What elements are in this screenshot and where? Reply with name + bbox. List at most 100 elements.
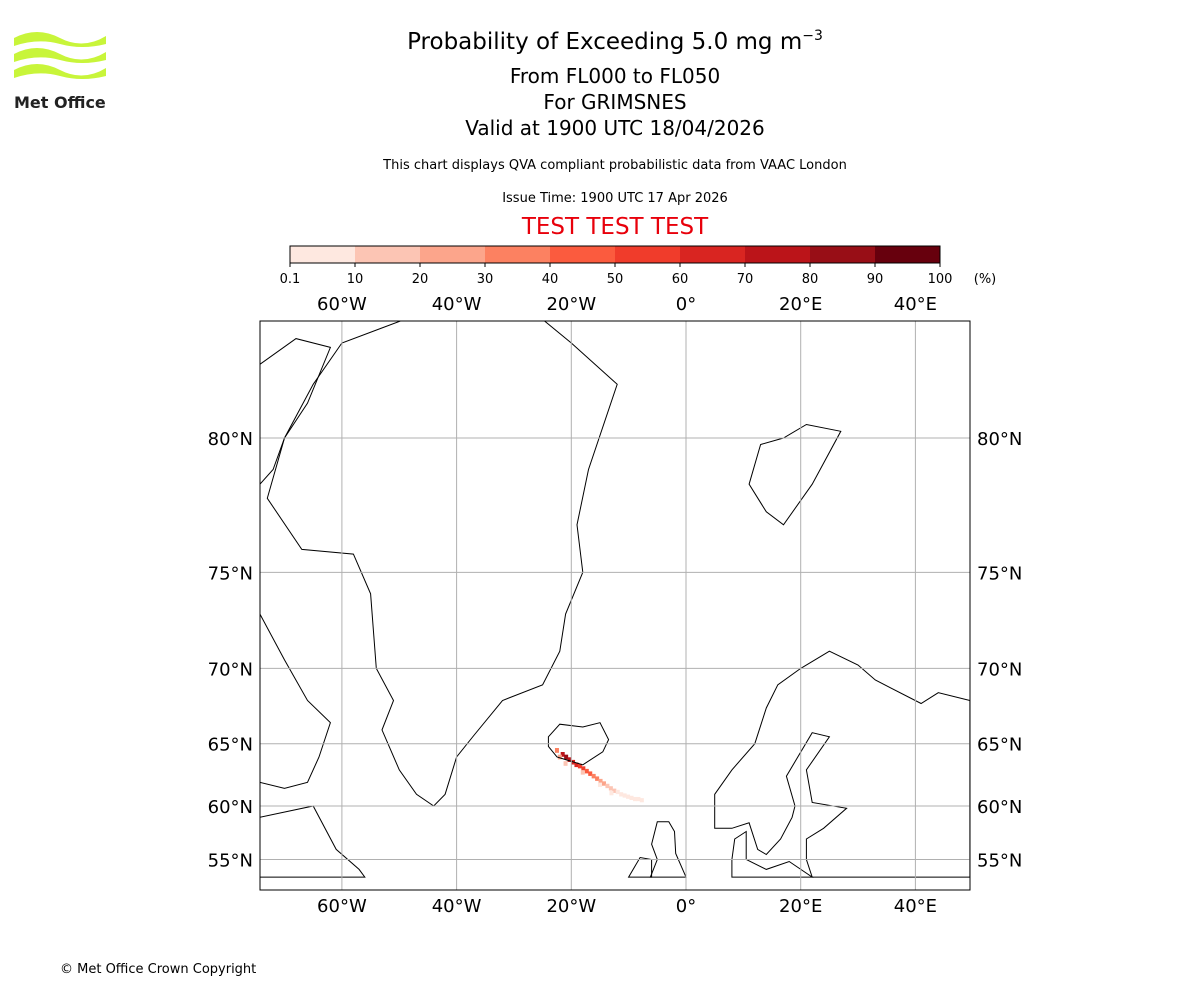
colorbar-unit: (%) xyxy=(974,272,997,287)
coastline-svalbard xyxy=(748,423,842,526)
flight-levels: From FL000 to FL050 xyxy=(509,64,721,88)
colorbar-segment xyxy=(550,246,615,263)
probability-cell xyxy=(622,793,627,798)
probability-cell xyxy=(619,792,624,797)
volcano-name: For GRIMSNES xyxy=(543,90,687,114)
colorbar-segment xyxy=(680,246,745,263)
coastline-greenland xyxy=(266,321,618,807)
subtitle: This chart displays QVA compliant probab… xyxy=(383,158,847,173)
chart-title: Probability of Exceeding 5.0 mg m−3 xyxy=(407,28,823,55)
colorbar-tick-label: 60 xyxy=(672,272,689,287)
probability-cell xyxy=(564,754,569,760)
coastline-scandinavia xyxy=(714,650,970,878)
svg-text:Met Office: Met Office xyxy=(14,93,106,112)
lon-label-bottom: 60°W xyxy=(317,896,367,917)
colorbar-tick-label: 70 xyxy=(737,272,754,287)
probability-cell xyxy=(560,752,565,757)
probability-cell xyxy=(557,754,562,760)
colorbar-segment xyxy=(290,246,355,263)
probability-cell xyxy=(601,781,606,786)
valid-time: Valid at 1900 UTC 18/04/2026 xyxy=(465,116,765,140)
colorbar-segment xyxy=(485,246,550,263)
colorbar-tick-label: 20 xyxy=(412,272,429,287)
lat-label-left: 65°N xyxy=(208,735,253,756)
probability-cell xyxy=(595,776,600,781)
lon-label-top: 20°E xyxy=(779,294,822,315)
probability-cell xyxy=(574,762,579,768)
probability-cell xyxy=(580,770,585,775)
probability-cell xyxy=(598,778,603,784)
colorbar-segment xyxy=(420,246,485,263)
map-frame xyxy=(259,320,971,891)
lat-label-right: 55°N xyxy=(977,851,1022,872)
probability-cell xyxy=(639,798,644,803)
lat-label-left: 60°N xyxy=(208,797,253,818)
coastline-ireland xyxy=(627,856,653,878)
issue-time: Issue Time: 1900 UTC 17 Apr 2026 xyxy=(502,191,728,206)
probability-cell xyxy=(605,783,610,789)
probability-cell xyxy=(629,795,634,800)
probability-cell xyxy=(588,771,593,776)
colorbar-segment xyxy=(810,246,875,263)
probability-cell xyxy=(554,748,559,753)
lat-label-left: 55°N xyxy=(208,851,253,872)
colorbar-segment xyxy=(745,246,810,263)
probability-cell xyxy=(615,789,620,795)
colorbar-tick-label: 100 xyxy=(928,272,953,287)
lon-label-bottom: 20°W xyxy=(546,896,596,917)
colorbar-tick-label: 0.1 xyxy=(280,272,301,287)
coastline-scotland xyxy=(649,821,687,878)
coastline-baffin xyxy=(260,613,331,789)
lon-label-top: 20°W xyxy=(546,294,596,315)
probability-cell xyxy=(636,796,641,802)
lon-label-top: 40°E xyxy=(894,294,937,315)
lat-label-right: 70°N xyxy=(977,659,1022,680)
probability-cell xyxy=(567,757,572,762)
colorbar-tick-label: 40 xyxy=(542,272,559,287)
coastline-ellesmere xyxy=(260,338,332,485)
lon-label-bottom: 20°E xyxy=(779,896,822,917)
probability-cell xyxy=(563,761,568,766)
map-area: 60°W 60°W 40°W 40°W 20°W 20°W 0° 0° 20°E 20°E 40°E… xyxy=(208,294,1023,917)
coastline-iceland xyxy=(547,722,610,766)
colorbar-tick-label: 30 xyxy=(477,272,494,287)
probability-cell xyxy=(609,791,614,796)
lat-label-left: 80°N xyxy=(208,429,253,450)
colorbar-segment xyxy=(615,246,680,263)
probability-cell xyxy=(608,786,613,791)
lat-label-left: 70°N xyxy=(208,659,253,680)
colorbar-tick-label: 50 xyxy=(607,272,624,287)
probability-cell xyxy=(581,766,586,771)
lat-label-right: 75°N xyxy=(977,563,1022,584)
lon-label-bottom: 40°E xyxy=(894,896,937,917)
probability-cell xyxy=(632,796,637,802)
test-banner: TEST TEST TEST xyxy=(521,214,709,240)
lon-label-bottom: 40°W xyxy=(432,896,482,917)
colorbar-tick-label: 10 xyxy=(347,272,364,287)
coastline-labrador xyxy=(260,805,366,878)
probability-cell xyxy=(612,788,617,793)
map-chart: 0.1 10 20 30 40 50 60 70 80 90 100 (%) 60°W 60°W 40°W… xyxy=(208,245,1023,917)
colorbar-segment xyxy=(355,246,420,263)
copyright: © Met Office Crown Copyright xyxy=(60,962,257,977)
colorbar-tick-label: 80 xyxy=(802,272,819,287)
lon-label-top: 60°W xyxy=(317,294,367,315)
met-office-logo: Met Office xyxy=(14,32,106,112)
probability-cell xyxy=(584,768,589,774)
colorbar-segment xyxy=(875,246,940,263)
probability-cell xyxy=(577,763,582,769)
probability-cell xyxy=(597,782,602,787)
probability-cell xyxy=(591,773,596,779)
colorbar: 0.1 10 20 30 40 50 60 70 80 90 100 (%) xyxy=(280,245,997,287)
lat-label-right: 80°N xyxy=(977,429,1022,450)
lon-label-top: 40°W xyxy=(432,294,482,315)
colorbar-tick-label: 90 xyxy=(867,272,884,287)
probability-cell xyxy=(626,794,631,799)
lat-label-left: 75°N xyxy=(208,563,253,584)
lat-label-right: 65°N xyxy=(977,735,1022,756)
lat-label-right: 60°N xyxy=(977,797,1022,818)
lon-label-bottom: 0° xyxy=(676,896,696,917)
coastline-denmark-germany xyxy=(731,830,814,878)
map-content xyxy=(260,321,970,878)
lon-label-top: 0° xyxy=(676,294,696,315)
